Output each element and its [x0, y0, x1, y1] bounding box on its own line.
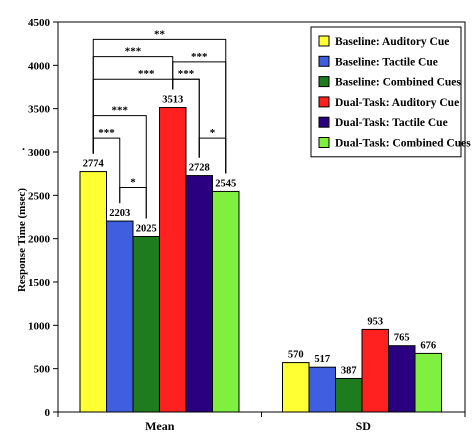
y-tick-label: 2500	[28, 190, 51, 202]
stray-mark: .	[22, 139, 25, 153]
y-tick-label: 500	[34, 364, 51, 376]
legend-swatch	[318, 35, 330, 47]
legend-entry: Dual-Task: Combined Cues	[335, 138, 471, 150]
value-labels: 2774 570 2203 517 2025 387 3513 953 2728 765 2545 6…	[83, 95, 436, 377]
significance-label: ***	[138, 68, 155, 80]
significance-label: *	[210, 127, 216, 139]
legend-box	[310, 26, 462, 158]
bar	[212, 190, 240, 413]
y-tick-label: 1000	[28, 320, 51, 332]
significance-bracket	[119, 187, 147, 219]
legend-swatch	[318, 96, 330, 108]
significance-label: *	[130, 177, 136, 189]
significance-label: **	[154, 28, 166, 40]
data-label: 953	[367, 316, 383, 327]
data-label: 676	[420, 340, 436, 351]
significance-label: ***	[191, 51, 208, 63]
significance-bracket	[198, 137, 227, 174]
y-tick-label: 0	[45, 407, 51, 419]
significance-brackets: ***** ****** ********* **	[92, 28, 227, 219]
bar	[361, 328, 389, 413]
data-label: 2025	[136, 224, 157, 235]
significance-bracket	[92, 137, 121, 204]
bar	[282, 362, 310, 413]
bars	[79, 107, 442, 413]
significance-label: ***	[98, 127, 115, 139]
y-tick-label: 3500	[28, 104, 51, 116]
data-label: 2728	[189, 163, 210, 174]
y-tick-label: 4000	[28, 60, 51, 72]
y-tick-label: 4500	[28, 17, 51, 29]
data-label: 387	[341, 365, 357, 376]
y-tick-label: 2000	[28, 234, 51, 246]
significance-bracket	[92, 115, 147, 219]
y-axis-label: Response Time (msec)	[16, 188, 28, 292]
legend-swatch	[318, 116, 330, 128]
significance-bracket	[172, 78, 200, 158]
data-label: 3513	[162, 95, 183, 106]
bar	[159, 107, 187, 413]
legend-entry: Dual-Task: Tactile Cue	[335, 117, 448, 129]
bar	[132, 236, 160, 413]
bar	[335, 377, 363, 413]
y-tick-label: 3000	[28, 147, 51, 159]
x-category-label: Mean	[145, 419, 175, 433]
legend-entry: Baseline: Combined Cues	[335, 77, 461, 89]
data-label: 517	[314, 354, 330, 365]
data-label: 2774	[83, 159, 105, 170]
bar	[79, 171, 107, 413]
legend-swatch	[318, 55, 330, 67]
significance-bracket	[172, 61, 227, 174]
legend-swatch	[318, 76, 330, 88]
data-label: 765	[394, 333, 410, 344]
bar	[388, 345, 416, 413]
legend-entry: Baseline: Tactile Cue	[335, 56, 438, 68]
significance-label: ***	[178, 68, 195, 80]
significance-label: ***	[125, 46, 142, 58]
significance-label: ***	[112, 105, 129, 117]
legend-swatch	[318, 137, 330, 148]
x-category-label: SD	[356, 419, 372, 433]
bar	[308, 366, 336, 413]
y-tick-label: 1500	[28, 277, 51, 289]
bar	[185, 175, 213, 413]
data-label: 2545	[215, 178, 236, 189]
bar	[106, 220, 134, 413]
legend-entry: Baseline: Auditory Cue	[335, 36, 449, 48]
data-label: 2203	[109, 208, 130, 219]
bar	[414, 352, 442, 413]
legend: Baseline: Auditory Cue Baseline: Tactile …	[310, 26, 471, 158]
data-label: 570	[288, 350, 304, 361]
axes: 0 500 1000 1500 2000 2500 3000 3500 4000 4500 Mean…	[28, 17, 466, 433]
legend-entry: Dual-Task: Auditory Cue	[335, 97, 459, 109]
